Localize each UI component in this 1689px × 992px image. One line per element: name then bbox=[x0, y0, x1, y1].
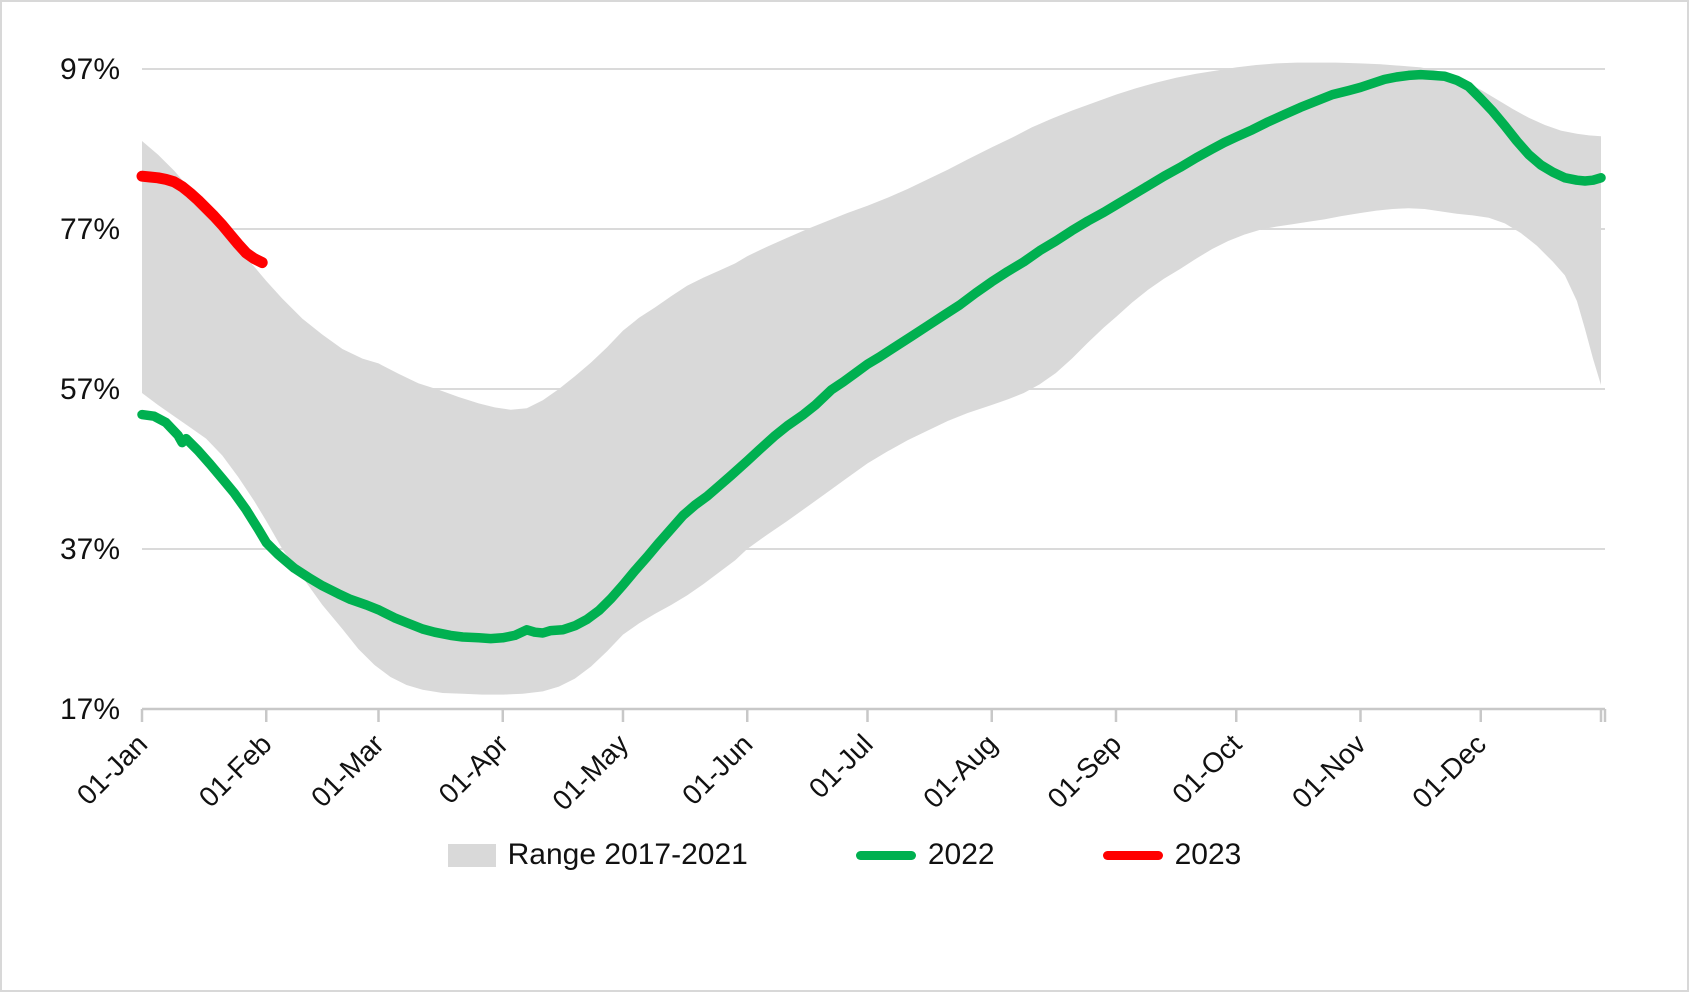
x-axis-label-01-Apr: 01-Apr bbox=[433, 728, 514, 809]
legend-item-2022: 2022 bbox=[855, 838, 995, 872]
line-2022-swatch bbox=[855, 850, 916, 860]
x-axis-label-01-Sep: 01-Sep bbox=[1041, 728, 1127, 814]
x-axis-label-01-Mar: 01-Mar bbox=[305, 728, 390, 813]
x-axis-label-01-Feb: 01-Feb bbox=[193, 728, 278, 813]
x-axis-label-01-Jun: 01-Jun bbox=[676, 728, 758, 810]
legend-label-2022: 2022 bbox=[927, 838, 995, 871]
legend-label-2023: 2023 bbox=[1174, 838, 1242, 871]
x-axis-label-01-Aug: 01-Aug bbox=[917, 728, 1003, 814]
y-axis-label-97%: 97% bbox=[60, 53, 120, 86]
legend-label-range: Range 2017-2021 bbox=[507, 838, 748, 871]
chart-legend: Range 2017-2021 2022 2023 bbox=[2, 838, 1687, 872]
range-band-2017-2021 bbox=[142, 62, 1601, 695]
legend-item-2023: 2023 bbox=[1102, 838, 1242, 872]
x-axis-label-01-Nov: 01-Nov bbox=[1286, 728, 1372, 814]
line-2023 bbox=[136, 170, 268, 269]
y-axis-label-57%: 57% bbox=[60, 373, 120, 406]
y-axis-label-37%: 37% bbox=[60, 533, 120, 566]
x-axis-label-01-Oct: 01-Oct bbox=[1166, 728, 1247, 809]
range-band-swatch bbox=[447, 843, 496, 867]
x-axis-label-01-Jul: 01-Jul bbox=[803, 728, 879, 804]
x-axis-label-01-Dec: 01-Dec bbox=[1406, 728, 1492, 814]
line-2023-swatch bbox=[1102, 850, 1163, 860]
legend-item-range: Range 2017-2021 bbox=[447, 838, 748, 872]
line-2022 bbox=[137, 69, 1606, 644]
x-axis-label-01-May: 01-May bbox=[546, 728, 634, 816]
y-axis-label-17%: 17% bbox=[60, 693, 120, 726]
y-axis-label-77%: 77% bbox=[60, 213, 120, 246]
x-axis-label-01-Jan: 01-Jan bbox=[71, 728, 153, 810]
